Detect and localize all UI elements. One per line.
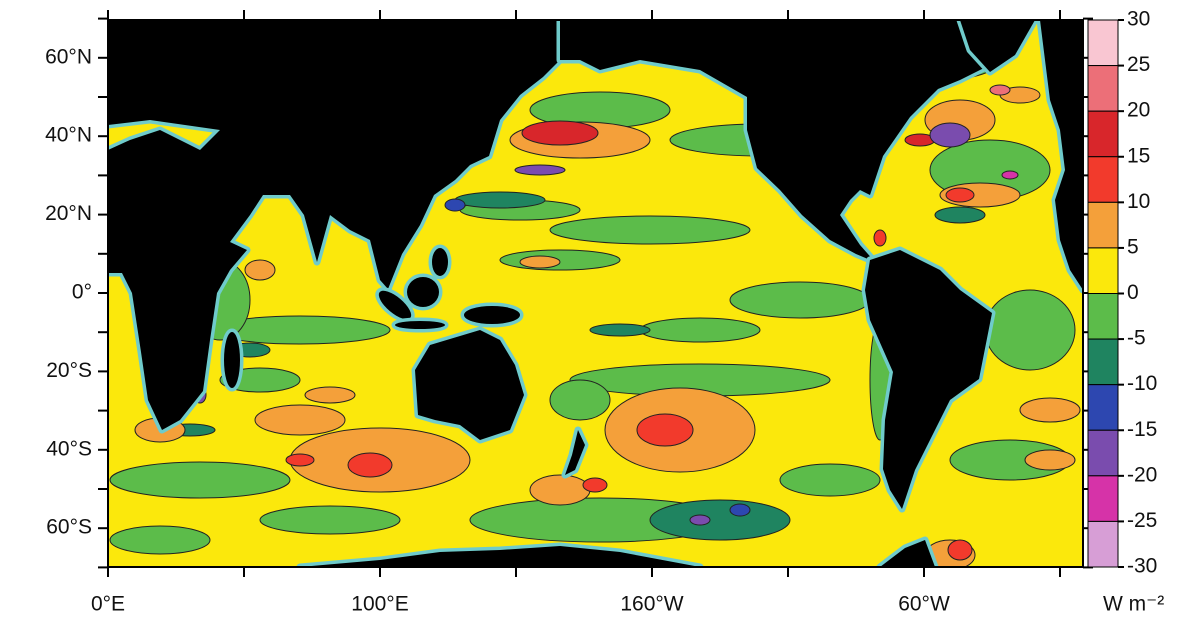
anomaly-patch bbox=[304, 386, 356, 404]
colorbar-label: -15 bbox=[1127, 418, 1157, 441]
colorbar: 30 25 20 15 10 5 0 -5 -10 -15 -20 -25 -30 bbox=[1087, 8, 1157, 578]
anomaly-patch bbox=[444, 198, 466, 212]
lat-label: 20°N bbox=[45, 202, 92, 225]
colorbar-label: 5 bbox=[1127, 235, 1139, 258]
anomaly-patch bbox=[989, 84, 1011, 96]
south-america bbox=[861, 246, 996, 513]
colorbar-swatch bbox=[1087, 475, 1119, 522]
new-zealand bbox=[561, 426, 589, 479]
lat-label: 0° bbox=[72, 281, 92, 304]
anomaly-patch bbox=[689, 514, 711, 526]
colorbar-label: 15 bbox=[1127, 144, 1150, 167]
anomaly-patch bbox=[549, 215, 751, 245]
colorbar-label: 10 bbox=[1127, 190, 1150, 213]
anomaly-patch bbox=[639, 317, 761, 343]
eurasia-africa bbox=[108, 20, 564, 434]
colorbar-swatch bbox=[1087, 201, 1119, 249]
anomaly-patch bbox=[929, 122, 971, 148]
anomaly-patch bbox=[109, 525, 211, 555]
colorbar-label: -20 bbox=[1127, 463, 1157, 486]
anomaly-patch bbox=[582, 477, 608, 493]
land-masses bbox=[108, 20, 1083, 567]
australia bbox=[411, 326, 528, 444]
lon-label: 60°W bbox=[898, 593, 950, 616]
anomaly-patch bbox=[285, 453, 315, 467]
lon-label: 100°E bbox=[351, 593, 408, 616]
anomaly-patch bbox=[873, 229, 887, 247]
anomaly-patch bbox=[549, 379, 611, 421]
colorbar-label: 30 bbox=[1127, 8, 1150, 31]
colorbar-label: 0 bbox=[1127, 281, 1139, 304]
colorbar-label: -10 bbox=[1127, 372, 1157, 395]
anomaly-patch bbox=[514, 164, 566, 176]
anomaly-patch bbox=[947, 539, 973, 561]
colorbar-swatch bbox=[1087, 384, 1119, 431]
anomaly-patch bbox=[521, 120, 599, 146]
anomaly-patch bbox=[729, 503, 751, 517]
anomaly-patch bbox=[109, 461, 291, 499]
anomaly-patch bbox=[244, 259, 276, 281]
anomaly-patch bbox=[945, 187, 975, 203]
colorbar-swatch bbox=[1087, 429, 1119, 477]
colorbar-label: -30 bbox=[1127, 555, 1157, 578]
colorbar-swatch bbox=[1087, 293, 1119, 340]
colorbar-label: -5 bbox=[1127, 327, 1146, 350]
colorbar-label: 20 bbox=[1127, 99, 1150, 122]
anomaly-patch bbox=[454, 191, 546, 209]
anomaly-patch bbox=[1024, 449, 1076, 471]
lat-label: 40°N bbox=[45, 124, 92, 147]
lon-label: 160°W bbox=[620, 593, 683, 616]
philippines bbox=[428, 244, 452, 280]
anomaly-patch bbox=[934, 206, 986, 224]
colorbar-swatch bbox=[1087, 65, 1119, 112]
anomaly-patch bbox=[519, 255, 561, 269]
greenland bbox=[956, 20, 1039, 76]
colorbar-label: -25 bbox=[1127, 509, 1157, 532]
madagascar bbox=[220, 328, 244, 392]
new-guinea bbox=[460, 302, 524, 328]
colorbar-swatch bbox=[1087, 520, 1119, 568]
anomaly-patch bbox=[984, 289, 1076, 371]
map-field bbox=[108, 20, 1083, 567]
lat-label: 60°N bbox=[45, 45, 92, 68]
north-america bbox=[556, 20, 1004, 266]
antarctic-peninsula bbox=[876, 536, 939, 567]
lat-label: 20°S bbox=[46, 359, 92, 382]
anomaly-patch bbox=[259, 505, 401, 535]
europe-west-africa bbox=[1036, 20, 1083, 294]
colorbar-swatch bbox=[1087, 156, 1119, 203]
colorbar-label: 25 bbox=[1127, 53, 1150, 76]
anomaly-patch bbox=[1001, 170, 1019, 180]
colorbar-swatch bbox=[1087, 338, 1119, 386]
anomaly-patch bbox=[1019, 397, 1081, 423]
java bbox=[391, 317, 449, 333]
borneo bbox=[403, 273, 443, 311]
anomaly-patch bbox=[529, 474, 591, 506]
antarctica bbox=[296, 542, 704, 567]
colorbar-swatch bbox=[1087, 247, 1119, 295]
colorbar-swatch bbox=[1087, 19, 1119, 67]
lon-label: 0°E bbox=[91, 593, 125, 616]
anomaly-patch bbox=[636, 413, 694, 447]
anomaly-patch bbox=[347, 452, 393, 478]
colorbar-swatch bbox=[1087, 110, 1119, 158]
anomaly-patch bbox=[499, 249, 621, 271]
anomaly-patch bbox=[254, 404, 346, 436]
lat-label: 60°S bbox=[46, 516, 92, 539]
anomaly-patch bbox=[729, 281, 871, 319]
anomaly-patch bbox=[589, 323, 651, 337]
anomaly-patches bbox=[109, 39, 1081, 567]
colorbar-unit: W m⁻² bbox=[1103, 593, 1164, 616]
lat-label: 40°S bbox=[46, 437, 92, 460]
anomaly-patch bbox=[649, 499, 791, 541]
anomaly-patch bbox=[779, 463, 881, 497]
